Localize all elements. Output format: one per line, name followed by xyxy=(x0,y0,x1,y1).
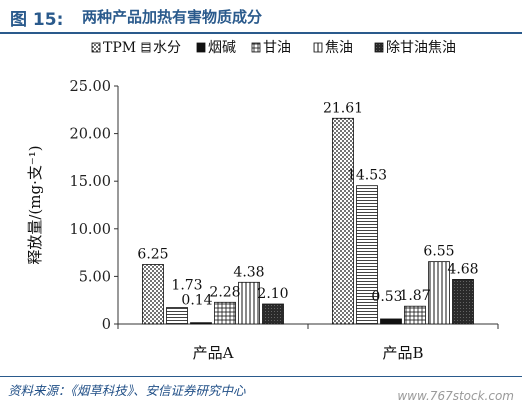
value-label-0-0: 6.25 xyxy=(137,247,168,263)
legend-swatch-5 xyxy=(374,42,384,53)
value-label-1-2: 0.53 xyxy=(371,289,402,305)
y-tick-label-3: 15.00 xyxy=(69,174,111,190)
watermark: www.767stock.com xyxy=(397,389,514,403)
legend-label-3: 甘油 xyxy=(263,40,291,56)
chart-axes: 0 5.00 10.00 15.00 20.00 25.00 产品A 产品B 释放量/(mg·支… xyxy=(26,79,499,362)
legend-swatch-1 xyxy=(141,42,151,53)
legend-label-5: 除甘油焦油 xyxy=(386,40,456,56)
value-label-0-4: 4.38 xyxy=(233,264,264,280)
bar-1-0 xyxy=(332,117,354,325)
chart-value-labels: 6.251.730.142.28 4.38 2.10 21.61 14.53 0.531.… xyxy=(137,100,478,308)
y-tick-label-2: 10.00 xyxy=(69,222,111,238)
bar-1-5 xyxy=(452,279,474,325)
bar-1-3 xyxy=(404,305,426,325)
value-label-1-3: 1.87 xyxy=(399,288,430,304)
value-label-0-5: 2.10 xyxy=(257,286,288,302)
value-label-1-0: 21.61 xyxy=(323,100,363,116)
source-note: 资料来源：《烟草科技》、安信证券研究中心 xyxy=(8,383,246,398)
bar-0-5 xyxy=(262,303,284,325)
bar-0-4 xyxy=(238,281,260,325)
y-tick-label-4: 20.00 xyxy=(69,127,111,143)
category-label-0: 产品A xyxy=(193,344,234,362)
bar-chart: TPM 水分 烟碱 甘油 焦油 除甘油焦油 0 5.00 10.00 15.00 20.00 25.… xyxy=(26,40,499,362)
bar-0-0 xyxy=(142,264,164,325)
value-label-1-5: 4.68 xyxy=(447,261,478,277)
legend-swatch-2 xyxy=(196,42,206,53)
legend-label-4: 焦油 xyxy=(325,40,353,56)
y-tick-label-0: 0 xyxy=(102,317,111,333)
value-label-1-4: 6.55 xyxy=(423,244,454,260)
bar-0-3 xyxy=(214,301,236,325)
bar-1-2 xyxy=(380,318,402,325)
footer-divider xyxy=(0,376,522,377)
bar-0-2 xyxy=(190,322,212,325)
chart-bars xyxy=(142,117,474,325)
value-label-0-2: 0.14 xyxy=(181,293,212,309)
figure-title: 两种产品加热有害物质成分 xyxy=(82,8,263,26)
legend-label-1: 水分 xyxy=(153,40,181,56)
legend-label-0: TPM xyxy=(103,40,136,56)
chart-legend: TPM 水分 烟碱 甘油 焦油 除甘油焦油 xyxy=(91,40,456,56)
bar-0-1 xyxy=(166,307,188,325)
value-label-0-3: 2.28 xyxy=(209,284,240,300)
y-tick-label-5: 25.00 xyxy=(69,79,111,95)
figure-label: 图 15: xyxy=(10,10,64,30)
value-label-1-1: 14.53 xyxy=(347,168,387,184)
legend-swatch-0 xyxy=(91,42,101,53)
bar-1-4 xyxy=(428,261,450,325)
figure-header: 图 15: 两种产品加热有害物质成分 xyxy=(0,0,522,34)
y-tick-label-1: 5.00 xyxy=(79,269,111,285)
category-label-1: 产品B xyxy=(382,344,423,362)
legend-label-2: 烟碱 xyxy=(208,40,236,56)
y-axis-title: 释放量/(mg·支⁻¹) xyxy=(26,145,44,264)
legend-swatch-3 xyxy=(251,42,261,53)
legend-swatch-4 xyxy=(313,42,323,53)
bar-1-1 xyxy=(356,185,378,325)
value-label-0-1: 1.73 xyxy=(171,278,202,294)
